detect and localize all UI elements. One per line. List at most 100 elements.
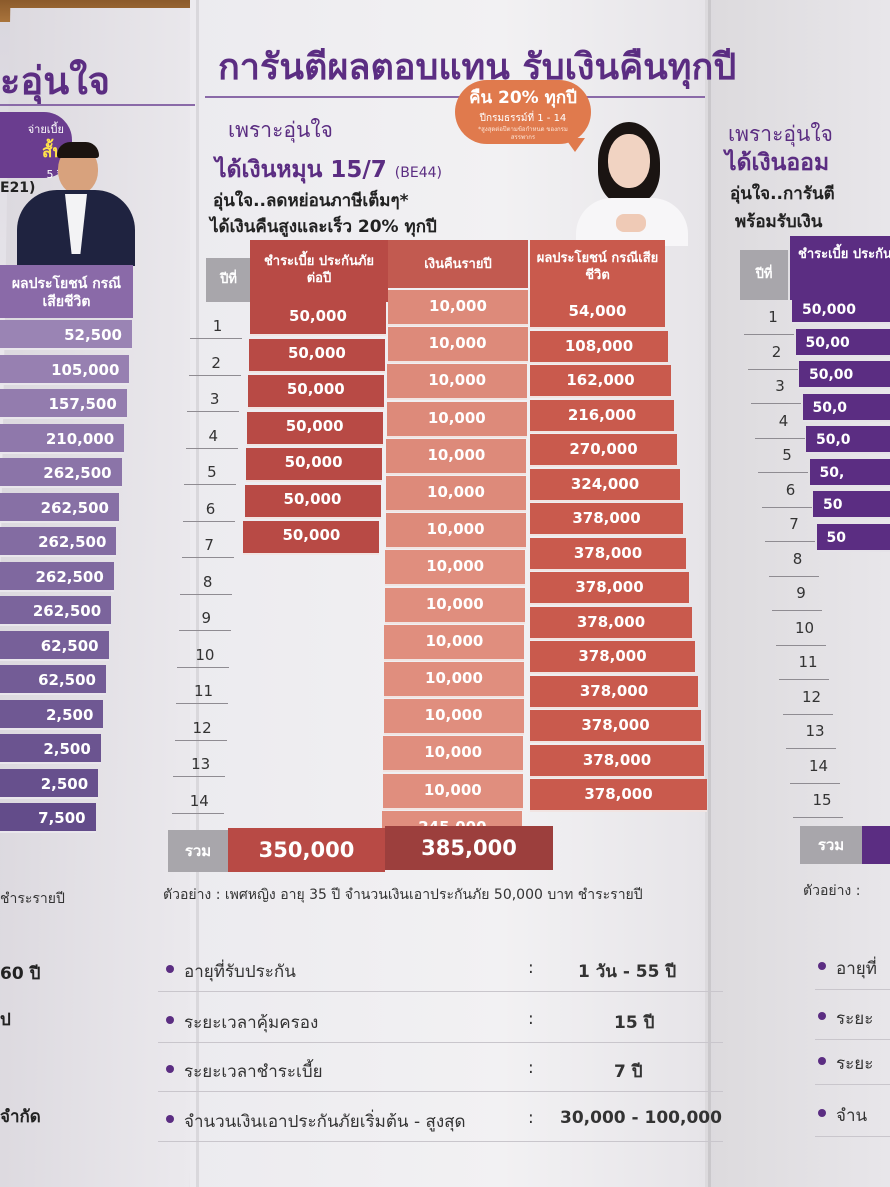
cashback-value: 10,000 (384, 587, 525, 624)
right-info-label: อายุที่ (836, 959, 877, 979)
cashback-value: 10,000 (383, 736, 524, 773)
left-column-header: ผลประโยชน์ กรณีเสียชีวิต (0, 265, 133, 318)
left-benefit-value: 262,500 (0, 596, 112, 626)
right-year-rule (751, 403, 801, 404)
right-premium-value: 50,00 (799, 361, 890, 389)
benefit-value: 378,000 (530, 744, 704, 778)
right-product: ได้เงินออม (725, 150, 830, 176)
right-year-rule (747, 368, 798, 370)
bullet-icon (166, 1115, 174, 1123)
benefit-header: ผลประโยชน์ กรณีเสียชีวิต (536, 251, 659, 283)
left-benefit-value: 7,500 (0, 803, 96, 833)
product-code: (BE44) (394, 165, 442, 181)
right-premium-header-cell: ชำระเบี้ย ประกันภัยต (790, 236, 890, 300)
right-year-header-cell: ปีที่ (740, 250, 788, 300)
premium-value: 50,000 (247, 375, 384, 409)
right-year-rule (758, 472, 808, 473)
right-year-rule (786, 748, 836, 749)
benefit-value: 108,000 (530, 330, 668, 364)
year-label: 9 (201, 609, 212, 627)
right-premium-value: 50,0 (806, 426, 890, 454)
right-year-label: 11 (798, 653, 818, 671)
cashback-value: 10,000 (384, 662, 524, 698)
left-benefit-value: 2,500 (0, 734, 101, 764)
right-brand: เพราะอุ่นใจ (728, 122, 833, 146)
right-premium-value: 50 (813, 491, 890, 519)
year-rule (185, 447, 238, 449)
benefit-value: 378,000 (530, 572, 689, 605)
right-year-label: 12 (801, 687, 822, 706)
right-tagline-2: พร้อมรับเงิน (735, 212, 823, 232)
left-info-3: จำกัด (0, 1107, 41, 1127)
info-value: 1 วัน - 55 ปี (578, 962, 677, 982)
left-benefit-value: 62,500 (0, 630, 109, 661)
year-label: 5 (207, 463, 217, 481)
right-info-label: ระยะ (836, 1009, 874, 1029)
total-label: รวม (184, 842, 212, 860)
info-divider (158, 991, 723, 992)
right-year-label: 15 (812, 791, 832, 809)
info-divider (815, 1084, 890, 1085)
benefit-value: 378,000 (530, 710, 701, 743)
info-divider (158, 1141, 723, 1142)
year-rule (190, 338, 242, 339)
info-divider (815, 1039, 890, 1040)
cashback-header: เงินคืนรายปี (424, 257, 492, 272)
left-benefit-value: 157,500 (0, 389, 127, 419)
cashback-value: 10,000 (386, 401, 527, 438)
left-info-2: ป (0, 1010, 11, 1030)
presenter-photo-man (15, 142, 137, 266)
left-benefit-value: 2,500 (0, 768, 99, 799)
right-year-label: 4 (778, 411, 789, 430)
benefit-value: 54,000 (530, 296, 665, 329)
right-year-label: 10 (794, 618, 815, 637)
info-value: 7 ปี (614, 1062, 643, 1082)
left-benefit-value: 52,500 (0, 320, 132, 350)
info-divider (158, 1091, 723, 1092)
right-example-note: ตัวอย่าง : (803, 883, 861, 899)
benefit-value: 378,000 (530, 606, 692, 640)
benefit-value: 216,000 (530, 399, 674, 433)
year-header: ปีที่ (220, 272, 237, 287)
cashback-value: 10,000 (387, 364, 528, 401)
info-value: 15 ปี (614, 1013, 655, 1033)
year-label: 11 (193, 682, 214, 700)
right-year-label: 2 (771, 342, 782, 361)
left-headline: ะอุ่นใจ (0, 59, 111, 103)
right-year-rule (744, 334, 794, 335)
cashback-value: 10,000 (384, 624, 525, 661)
right-year-rule (765, 541, 815, 542)
info-divider (815, 989, 890, 990)
left-benefit-value: 262,500 (0, 492, 119, 523)
right-year-rule (768, 575, 819, 577)
benefit-value: 378,000 (530, 503, 683, 536)
left-benefit-value: 262,500 (0, 458, 122, 488)
cashback-value: 10,000 (386, 438, 527, 475)
right-year-label: 7 (789, 515, 799, 533)
premium-value: 50,000 (243, 521, 380, 555)
total-premium-cell: 350,000 (228, 828, 385, 872)
year-label: 8 (202, 572, 213, 591)
bullet-icon (818, 1109, 826, 1117)
year-rule (183, 520, 235, 522)
info-divider (815, 1136, 890, 1137)
product-name: ได้เงินหมุน 15/7 (BE44) (215, 152, 442, 188)
premium-value: 50,000 (248, 338, 385, 373)
right-premium-value: 50 (816, 523, 890, 552)
premium-value: 50,000 (246, 411, 383, 446)
premium-value: 50,000 (250, 302, 386, 336)
tagline-1: อุ่นใจ..ลดหย่อนภาษีเต็มๆ* (213, 191, 409, 211)
left-product-code: E21) (0, 180, 36, 196)
year-rule (187, 411, 240, 412)
benefit-header-cell: ผลประโยชน์ กรณีเสียชีวิต (530, 240, 665, 296)
year-label: 13 (191, 755, 211, 773)
cashback-bubble-text: คืน 20% ทุกปี (469, 88, 577, 108)
cashback-value: 10,000 (388, 290, 528, 326)
info-colon: : (528, 958, 534, 978)
benefit-value: 378,000 (530, 537, 686, 571)
total-cashback: 385,000 (421, 836, 517, 860)
info-colon: : (528, 1058, 534, 1078)
